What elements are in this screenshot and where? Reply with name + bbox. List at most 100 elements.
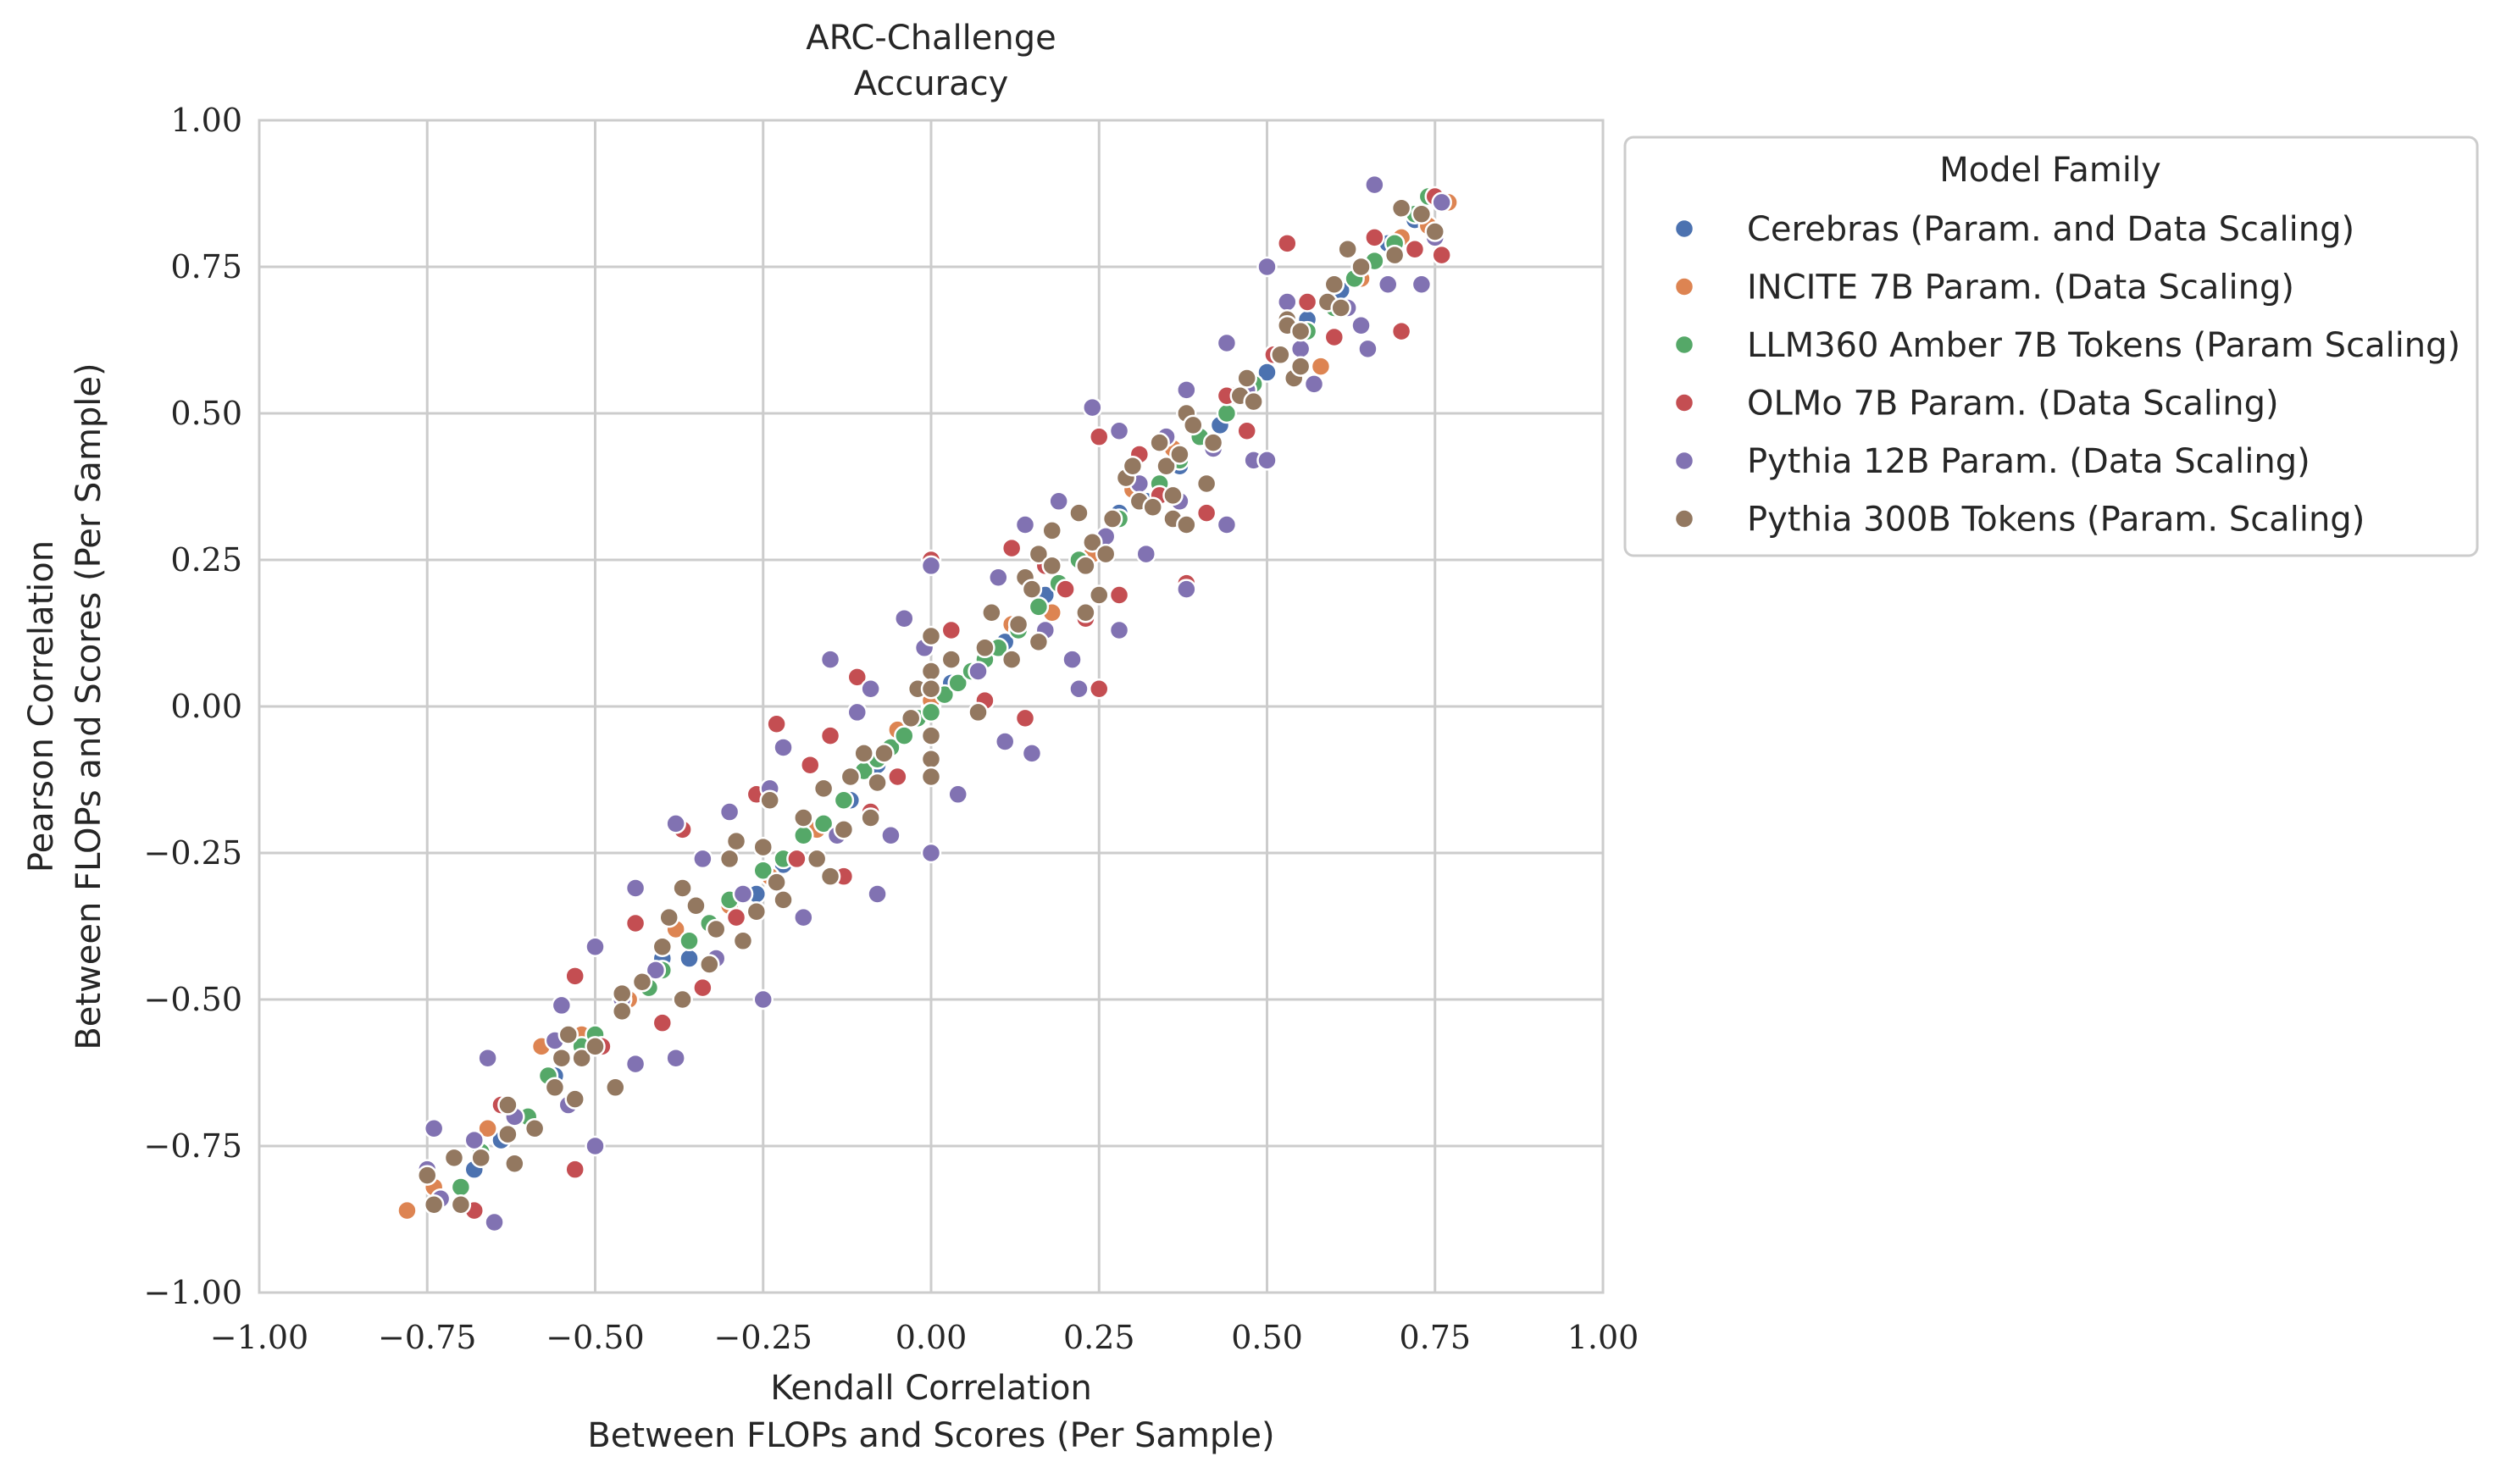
data-point [423,1193,445,1215]
data-point [665,813,686,834]
data-point [940,649,962,670]
data-point [1142,496,1163,518]
data-point [1323,274,1345,296]
data-point [947,673,968,694]
data-point [887,766,908,788]
data-point [1082,531,1103,553]
data-point [1001,649,1023,670]
legend-marker [1673,276,1695,297]
data-point [880,824,901,846]
data-point [1424,221,1445,242]
x-tick-label: 0.25 [1063,1319,1135,1356]
data-point [396,1199,418,1221]
x-tick-label: −0.50 [546,1319,644,1356]
chart-title-line-1: ARC-Challenge [806,19,1056,58]
legend-marker [1673,392,1695,413]
data-point [672,878,693,899]
data-point [894,725,915,746]
x-tick-label: −0.75 [378,1319,476,1356]
x-tick-label: 1.00 [1567,1319,1639,1356]
data-point [692,977,713,999]
x-tick-label: −1.00 [210,1319,308,1356]
legend-label: Pythia 12B Param. (Data Scaling) [1747,442,2310,481]
data-point [812,778,835,800]
data-point [417,1165,438,1186]
x-tick-label: 0.50 [1231,1319,1303,1356]
data-point [585,936,606,957]
data-point [652,936,674,957]
data-point [665,1047,686,1069]
data-point [564,966,585,987]
data-point [443,1147,465,1169]
data-point [718,801,740,822]
data-point [1014,707,1036,729]
data-point [497,1123,518,1145]
data-point [1236,368,1257,389]
data-point [773,737,794,758]
data-point [1007,613,1029,635]
data-point [920,661,942,682]
data-point [463,1129,485,1151]
data-point [1195,502,1217,523]
data-point [1296,291,1318,313]
data-point [679,948,700,969]
data-point [800,754,821,776]
data-point [1289,320,1312,342]
data-point [1149,432,1170,453]
data-point [470,1147,491,1169]
data-point [920,766,942,788]
data-point [1075,602,1096,623]
y-axis-label-line-2: Between FLOPs and Scores (Per Sample) [69,363,108,1049]
legend-marker [1673,334,1695,356]
x-tick-label: −0.25 [714,1319,812,1356]
legend-label: INCITE 7B Param. (Data Scaling) [1747,269,2294,307]
data-point [947,784,968,806]
legend-label: Cerebras (Param. and Data Scaling) [1747,210,2354,249]
data-point [692,848,713,870]
series-6 [417,197,1445,1215]
data-point [631,971,653,993]
x-axis-label-line-1: Kendall Correlation [770,1369,1092,1408]
data-point [1068,678,1090,700]
data-point [900,707,922,729]
data-point [1216,402,1238,424]
data-point [1021,579,1043,600]
data-point [1277,291,1298,313]
data-point [819,866,841,887]
data-point [1384,244,1406,266]
data-point [1095,543,1117,565]
data-point [1089,426,1110,447]
data-point [699,954,720,975]
data-point [1323,326,1345,348]
data-point [1041,555,1062,577]
data-point [1101,508,1123,529]
y-tick-label: −0.50 [144,981,242,1018]
data-point [793,824,814,846]
data-point [1350,314,1372,336]
data-point [1176,379,1197,401]
legend-marker [1673,218,1695,240]
data-point [840,766,862,788]
data-point [766,872,787,893]
data-point [1390,197,1412,219]
data-point [652,1012,674,1033]
data-point [1377,274,1399,296]
data-point [1021,743,1043,764]
data-point [920,555,942,577]
data-point [1256,450,1278,471]
data-point [1202,432,1224,453]
data-point [920,749,942,770]
data-point [1041,520,1062,541]
data-point [484,1211,505,1233]
data-point [793,807,814,828]
data-point [1303,374,1325,395]
data-point [564,1159,585,1180]
data-point [1431,191,1452,213]
data-point [1062,649,1083,670]
data-point [1001,537,1023,559]
data-point [1122,456,1144,477]
x-axis-label-line-2: Between FLOPs and Scores (Per Sample) [587,1416,1274,1455]
data-point [658,906,679,928]
data-point [1310,356,1332,377]
x-tick-label: 0.00 [896,1319,968,1356]
